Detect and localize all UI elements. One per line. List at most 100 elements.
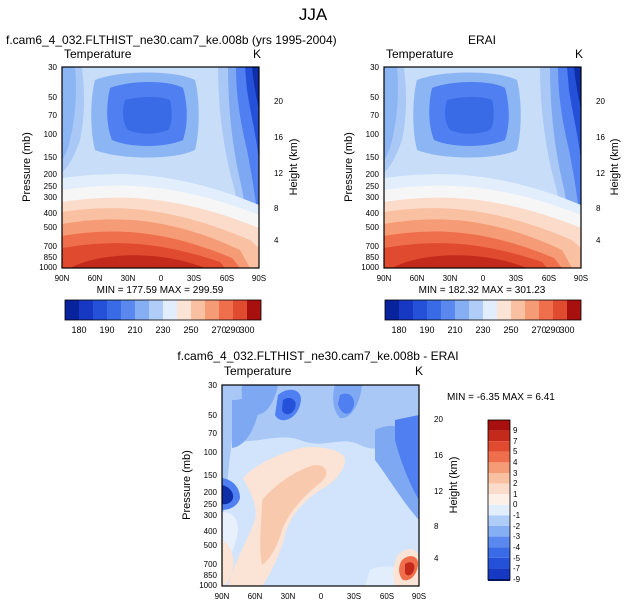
y-tick-label: 70 (208, 429, 217, 438)
panel-model-variable-label: Temperature (64, 47, 132, 61)
panel-diff-height-label: Height (km) (448, 457, 460, 514)
y-tick-label: 250 (366, 182, 380, 191)
panel-diff-x-ticks: 90N 60N 30N 0 30S 60S 90S (215, 592, 426, 601)
colorbar-label: 230 (155, 325, 170, 335)
y-tick-label: 1000 (39, 263, 57, 272)
y-tick-label: 500 (366, 223, 380, 232)
y-tick-label: 100 (44, 130, 58, 139)
panel-model-y-ticks: 30 50 70 100 150 200 250 300 400 500 700… (39, 63, 57, 272)
panel-model-title: f.cam6_4_032.FLTHIST_ne30.cam7_ke.008b (… (6, 33, 337, 47)
y-tick-label: 70 (48, 111, 57, 120)
panel-obs-x-ticks: 90N 60N 30N 0 30S 60S 90S (377, 274, 588, 283)
panel-obs-contour-field (384, 67, 581, 268)
colorbar-label: 210 (127, 325, 142, 335)
y-tick-label: 1000 (199, 581, 217, 590)
colorbar-label: 4 (513, 458, 518, 467)
x-tick-label: 30S (509, 274, 523, 283)
x-tick-label: 60N (88, 274, 103, 283)
y-tick-label: 850 (44, 253, 58, 262)
y-tick-label: 400 (44, 209, 58, 218)
height-tick-label: 12 (434, 487, 443, 496)
panel-model-contour-field (62, 67, 259, 268)
panel-diff-unit-label: K (415, 364, 423, 378)
y-tick-label: 100 (204, 448, 218, 457)
x-tick-label: 0 (159, 274, 164, 283)
colorbar-label: 7 (513, 437, 518, 446)
colorbar-label: 290 (225, 325, 240, 335)
colorbar-label: -4 (513, 543, 521, 552)
colorbar-label: 1 (513, 490, 518, 499)
y-tick-label: 200 (44, 170, 58, 179)
height-tick-label: 4 (274, 236, 279, 245)
panel-obs-title: ERAI (468, 33, 496, 47)
colorbar-label: -5 (513, 554, 521, 563)
figure-title: JJA (299, 5, 328, 24)
y-tick-label: 300 (44, 193, 58, 202)
x-tick-label: 0 (319, 592, 324, 601)
colorbar-label: 250 (183, 325, 198, 335)
y-tick-label: 1000 (361, 263, 379, 272)
x-tick-label: 90S (412, 592, 426, 601)
panel-obs-colorbar: 180 190 210 230 250 270 290 300 (384, 299, 582, 335)
height-tick-label: 4 (434, 554, 439, 563)
colorbar-label: 190 (99, 325, 114, 335)
colorbar-label: -2 (513, 522, 521, 531)
y-tick-label: 30 (370, 63, 379, 72)
y-tick-label: 400 (366, 209, 380, 218)
colorbar-label: 2 (513, 479, 518, 488)
colorbar-label: -9 (513, 575, 521, 584)
y-tick-label: 150 (44, 153, 58, 162)
height-tick-label: 16 (274, 133, 283, 142)
y-tick-label: 250 (44, 182, 58, 191)
height-tick-label: 20 (596, 97, 605, 106)
x-tick-label: 30S (187, 274, 201, 283)
y-tick-label: 150 (204, 471, 218, 480)
height-tick-label: 20 (274, 97, 283, 106)
colorbar-label: 180 (391, 325, 406, 335)
panel-diff-ylabel: Pressure (mb) (181, 450, 193, 520)
y-tick-label: 700 (204, 560, 218, 569)
height-tick-label: 20 (434, 415, 443, 424)
colorbar-label: 190 (419, 325, 434, 335)
colorbar-label: 270 (211, 325, 226, 335)
y-tick-label: 500 (204, 541, 218, 550)
y-tick-label: 50 (48, 93, 57, 102)
colorbar-label: 9 (513, 426, 518, 435)
colorbar-label: 180 (71, 325, 86, 335)
colorbar-label: 3 (513, 469, 518, 478)
y-tick-label: 700 (44, 242, 58, 251)
panel-model-colorbar: 180 190 210 230 250 270 290 300 (64, 299, 262, 335)
x-tick-label: 60N (248, 592, 263, 601)
y-tick-label: 300 (204, 511, 218, 520)
x-tick-label: 0 (481, 274, 486, 283)
x-tick-label: 30N (121, 274, 136, 283)
x-tick-label: 90N (55, 274, 70, 283)
y-tick-label: 70 (370, 111, 379, 120)
panel-model: f.cam6_4_032.FLTHIST_ne30.cam7_ke.008b (… (6, 33, 337, 335)
panel-obs-ylabel: Pressure (mb) (343, 132, 355, 202)
panel-diff-contour-field (222, 385, 419, 586)
panel-diff-stats: MIN = -6.35 MAX = 6.41 (447, 392, 555, 403)
y-tick-label: 400 (204, 527, 218, 536)
y-tick-label: 50 (208, 411, 217, 420)
height-tick-label: 12 (596, 169, 605, 178)
height-tick-label: 16 (596, 133, 605, 142)
height-tick-label: 8 (596, 204, 601, 213)
panel-obs-height-label: Height (km) (609, 139, 621, 196)
x-tick-label: 60N (410, 274, 425, 283)
y-tick-label: 50 (370, 93, 379, 102)
x-tick-label: 30S (347, 592, 361, 601)
panel-diff-frame (221, 384, 420, 587)
x-tick-label: 90S (252, 274, 266, 283)
panel-obs-frame (383, 66, 582, 269)
y-tick-label: 500 (44, 223, 58, 232)
colorbar-label: 5 (513, 447, 518, 456)
colorbar-label: 210 (447, 325, 462, 335)
panel-diff: f.cam6_4_032.FLTHIST_ne30.cam7_ke.008b -… (177, 349, 555, 601)
x-tick-label: 90S (574, 274, 588, 283)
x-tick-label: 60S (220, 274, 234, 283)
y-tick-label: 300 (366, 193, 380, 202)
panel-obs-height-ticks: 20 16 12 8 4 (596, 97, 605, 245)
y-tick-label: 850 (366, 253, 380, 262)
